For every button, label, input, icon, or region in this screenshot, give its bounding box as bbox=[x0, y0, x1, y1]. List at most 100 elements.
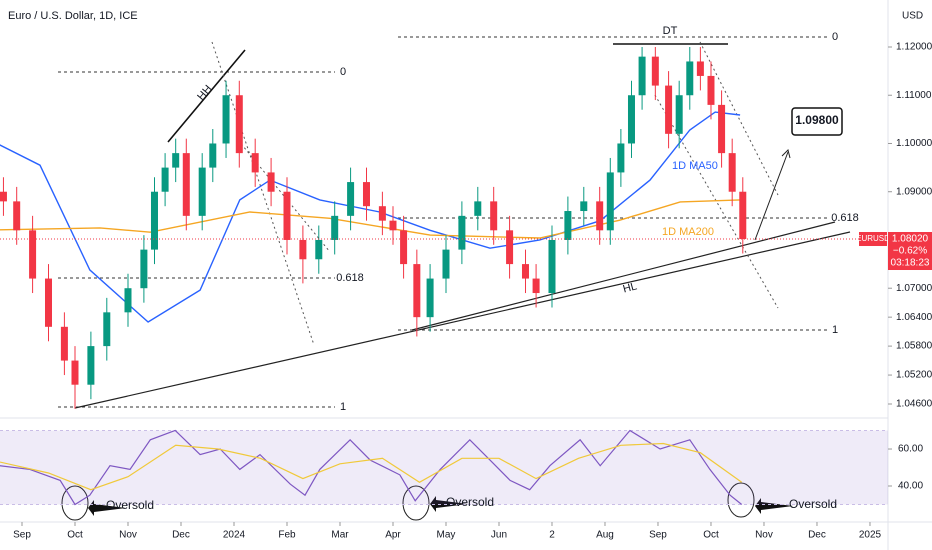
candle-body bbox=[140, 249, 148, 289]
channel-line bbox=[237, 139, 331, 253]
series-label: 1D MA200 bbox=[662, 226, 714, 238]
x-tick-label: Nov bbox=[755, 530, 773, 541]
candle-body bbox=[596, 201, 604, 231]
annotation: Oversold bbox=[106, 498, 154, 512]
candle-body bbox=[548, 239, 556, 294]
candle-body bbox=[235, 95, 243, 154]
candle-body bbox=[638, 56, 646, 96]
candle-body bbox=[426, 278, 434, 318]
candle-body bbox=[675, 95, 683, 134]
symbol-tag bbox=[859, 232, 887, 247]
symbol-label: EURUSD bbox=[856, 234, 890, 243]
candle-body bbox=[222, 95, 230, 144]
candle-body bbox=[606, 172, 614, 231]
price-tag bbox=[888, 232, 932, 271]
annotation: 1 bbox=[832, 324, 838, 336]
series-label: 1D MA50 bbox=[672, 160, 718, 172]
candle-body bbox=[378, 206, 386, 221]
candle-body bbox=[696, 61, 704, 76]
moving-average bbox=[0, 199, 741, 239]
hh-line bbox=[167, 49, 246, 143]
y-tick-label: 1.07000 bbox=[896, 283, 932, 294]
y-tick-label: 1.05200 bbox=[896, 370, 932, 381]
annotation: 0 bbox=[340, 66, 346, 78]
rsi-band bbox=[0, 430, 888, 505]
candle-body bbox=[29, 230, 37, 279]
candle-body bbox=[267, 172, 275, 192]
y-tick-label: 1.04600 bbox=[896, 399, 932, 410]
x-tick-label: Apr bbox=[385, 530, 401, 541]
candle-body bbox=[172, 153, 180, 168]
x-tick-label: Aug bbox=[596, 530, 614, 541]
last-price-label: 1.08020 bbox=[892, 234, 929, 245]
y-tick-label: 60.00 bbox=[898, 444, 923, 455]
x-tick-label: Jun bbox=[491, 530, 507, 541]
candle-body bbox=[686, 61, 694, 96]
candle-body bbox=[315, 239, 323, 260]
candle-body bbox=[458, 215, 466, 250]
candle-body bbox=[124, 288, 132, 313]
trend-line bbox=[411, 221, 836, 331]
annotation: 0.618 bbox=[831, 212, 859, 224]
candle-body bbox=[474, 201, 482, 216]
candle-body bbox=[331, 215, 339, 240]
candle-body bbox=[299, 239, 307, 260]
x-tick-label: Nov bbox=[119, 530, 137, 541]
currency-label: USD bbox=[902, 11, 923, 22]
candle-body bbox=[198, 167, 206, 216]
trend-line bbox=[74, 231, 851, 409]
annotation: DT bbox=[663, 25, 678, 37]
oversold-circle bbox=[727, 482, 755, 518]
candle-body bbox=[251, 153, 259, 173]
countdown-label: 03:18:23 bbox=[891, 258, 930, 269]
y-tick-label: 1.09000 bbox=[896, 186, 932, 197]
x-tick-label: Sep bbox=[649, 530, 667, 541]
candle-body bbox=[506, 230, 514, 265]
rsi-line bbox=[0, 442, 743, 491]
candle-body bbox=[209, 143, 217, 168]
y-tick-label: 40.00 bbox=[898, 481, 923, 492]
drawings bbox=[58, 36, 851, 521]
x-tick-label: Dec bbox=[808, 530, 826, 541]
candle-body bbox=[347, 182, 355, 216]
candle-body bbox=[13, 201, 21, 231]
target-box bbox=[791, 107, 843, 136]
x-tick-label: 2 bbox=[549, 530, 555, 541]
oversold-arrow bbox=[88, 500, 126, 516]
candle-body bbox=[490, 201, 498, 231]
candle-body bbox=[707, 75, 715, 105]
candle-body bbox=[87, 346, 95, 385]
candle-body bbox=[739, 191, 747, 240]
oversold-arrow bbox=[755, 498, 793, 514]
candle-body bbox=[161, 167, 169, 192]
arrow-head bbox=[781, 149, 791, 159]
annotation: Oversold bbox=[446, 495, 494, 509]
y-tick-label: 1.11000 bbox=[896, 90, 932, 101]
candle-body bbox=[718, 104, 726, 154]
annotation: 0 bbox=[832, 31, 838, 43]
y-tick-label: 1.05800 bbox=[896, 341, 932, 352]
annotation: HL bbox=[622, 280, 639, 295]
y-tick-label: 1.12000 bbox=[896, 42, 932, 53]
candle-body bbox=[651, 56, 659, 86]
candle-body bbox=[362, 182, 370, 207]
candle-body bbox=[103, 312, 111, 347]
candle-body bbox=[60, 326, 68, 361]
x-tick-label: May bbox=[437, 530, 456, 541]
rsi-line bbox=[0, 429, 743, 506]
x-tick-label: Oct bbox=[67, 530, 83, 541]
candle-body bbox=[627, 95, 635, 144]
chart-title: Euro / U.S. Dollar, 1D, ICE bbox=[8, 10, 138, 22]
candle-body bbox=[44, 278, 52, 327]
candle-body bbox=[283, 191, 291, 240]
candle-body bbox=[0, 191, 7, 202]
x-tick-label: Mar bbox=[331, 530, 349, 541]
candle-body bbox=[400, 230, 408, 265]
x-tick-label: 2024 bbox=[223, 530, 246, 541]
channel-line bbox=[211, 41, 315, 346]
oversold-circle bbox=[402, 485, 430, 521]
candle-body bbox=[71, 360, 79, 385]
x-tick-label: 2025 bbox=[859, 530, 882, 541]
candle-body bbox=[665, 85, 673, 134]
